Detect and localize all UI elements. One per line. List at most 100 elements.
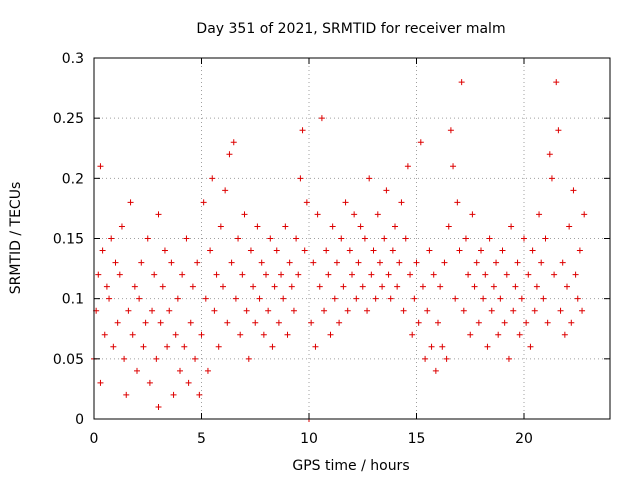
data-point xyxy=(443,355,450,362)
data-point xyxy=(342,199,349,206)
data-point xyxy=(241,211,248,218)
data-point xyxy=(488,307,495,314)
data-point xyxy=(383,187,390,194)
data-point xyxy=(497,295,504,302)
data-point xyxy=(134,367,140,374)
data-point xyxy=(505,355,512,362)
data-point xyxy=(346,247,353,254)
data-point xyxy=(118,223,125,230)
data-point xyxy=(402,235,409,242)
data-point xyxy=(142,319,149,326)
data-point xyxy=(310,259,317,266)
data-point xyxy=(164,343,171,350)
y-axis-label: SRMTID / TECUs xyxy=(8,182,24,295)
data-point xyxy=(424,307,431,314)
y-axis-ticks: 0 0.05 0.1 0.15 0.2 0.25 0.3 xyxy=(53,51,610,428)
data-point xyxy=(275,319,282,326)
data-point xyxy=(155,211,162,218)
data-point xyxy=(129,331,136,338)
data-point xyxy=(340,283,347,290)
data-point xyxy=(215,343,222,350)
data-point xyxy=(327,331,334,338)
data-point xyxy=(533,283,540,290)
data-point xyxy=(217,223,224,230)
data-point xyxy=(544,319,551,326)
grid xyxy=(94,58,610,419)
data-point xyxy=(263,271,269,278)
data-point xyxy=(286,259,293,266)
data-point xyxy=(116,271,123,278)
data-point xyxy=(435,319,441,326)
data-point xyxy=(555,127,562,134)
data-point xyxy=(256,295,263,302)
data-point xyxy=(172,331,179,338)
data-point xyxy=(149,307,156,314)
data-point xyxy=(499,247,506,254)
y-tick-label: 0.15 xyxy=(53,232,84,248)
data-point xyxy=(338,235,345,242)
data-point xyxy=(458,79,465,86)
data-point xyxy=(484,343,491,350)
data-point xyxy=(321,307,328,314)
chart-title: Day 351 of 2021, SRMTID for receiver mal… xyxy=(196,21,505,37)
data-point xyxy=(299,127,306,134)
data-point xyxy=(422,355,429,362)
data-point xyxy=(392,223,398,230)
data-point xyxy=(179,271,186,278)
data-point xyxy=(151,271,158,278)
x-axis-label: GPS time / hours xyxy=(292,458,409,474)
data-point xyxy=(432,367,439,374)
data-point xyxy=(153,355,160,362)
data-point xyxy=(542,235,549,242)
y-tick-label: 0.1 xyxy=(62,292,84,308)
data-point xyxy=(553,79,560,86)
data-point xyxy=(112,259,119,266)
data-point xyxy=(316,283,323,290)
data-point xyxy=(385,271,392,278)
data-point xyxy=(95,271,102,278)
data-point xyxy=(166,307,173,314)
data-point xyxy=(239,271,246,278)
data-point xyxy=(222,187,229,194)
data-point xyxy=(280,295,287,302)
data-point xyxy=(351,211,358,218)
data-point xyxy=(475,319,482,326)
data-point xyxy=(460,307,467,314)
data-point xyxy=(170,391,177,398)
data-point xyxy=(381,235,388,242)
data-point xyxy=(490,283,497,290)
data-point xyxy=(232,295,239,302)
x-tick-label: 10 xyxy=(300,431,318,447)
data-point xyxy=(409,331,416,338)
data-point xyxy=(157,319,164,326)
data-point xyxy=(127,199,134,206)
data-point xyxy=(564,283,570,290)
data-point xyxy=(396,259,403,266)
data-point xyxy=(97,379,104,386)
data-point xyxy=(228,259,235,266)
data-point xyxy=(400,307,407,314)
data-point xyxy=(387,295,394,302)
data-point xyxy=(312,343,319,350)
data-point xyxy=(536,211,543,218)
y-tick-label: 0.2 xyxy=(62,171,84,187)
data-point xyxy=(183,235,190,242)
data-point xyxy=(295,271,302,278)
data-point xyxy=(325,271,332,278)
data-point xyxy=(260,331,267,338)
data-point xyxy=(540,295,547,302)
data-point xyxy=(538,259,545,266)
data-point xyxy=(389,247,396,254)
data-point xyxy=(250,283,257,290)
data-point xyxy=(521,235,527,242)
data-point xyxy=(379,283,386,290)
data-point xyxy=(177,367,183,374)
data-point xyxy=(284,331,291,338)
data-point xyxy=(237,331,244,338)
data-point xyxy=(97,163,104,170)
data-point xyxy=(108,235,115,242)
data-point xyxy=(181,343,188,350)
data-point xyxy=(243,307,250,314)
data-point xyxy=(407,271,414,278)
y-tick-label: 0.25 xyxy=(53,111,84,127)
